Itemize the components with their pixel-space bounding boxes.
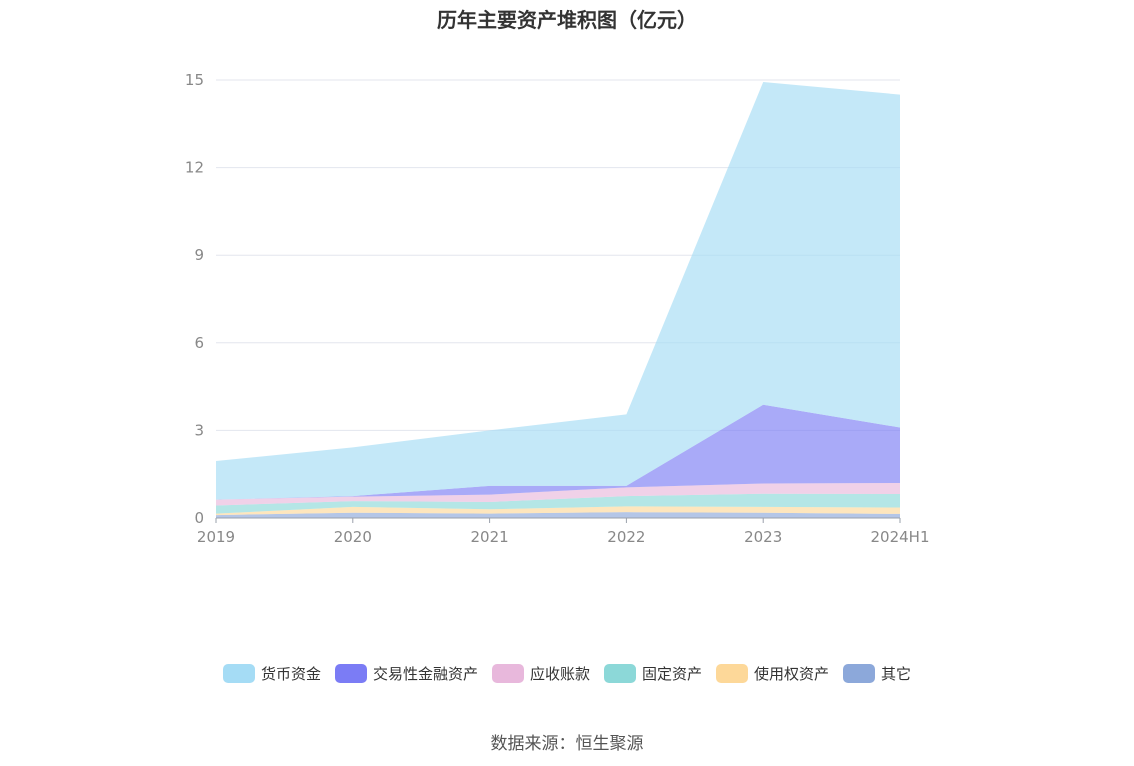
area-应收账款	[216, 482, 900, 506]
area-使用权资产	[216, 506, 900, 516]
legend: 货币资金 交易性金融资产 应收账款 固定资产 使用权资产 其它	[0, 663, 1134, 684]
legend-label: 使用权资产	[754, 665, 830, 683]
area-其它	[216, 512, 900, 518]
x-tick-label: 2021	[471, 528, 509, 546]
area-固定资产	[216, 493, 900, 514]
legend-item-cash[interactable]: 货币资金	[222, 663, 321, 684]
legend-item-fixed-assets[interactable]: 固定资产	[604, 663, 702, 684]
x-tick-label: 2023	[744, 528, 782, 546]
legend-label: 货币资金	[260, 665, 321, 683]
y-tick-label: 12	[185, 159, 204, 177]
axes: 0 3 6 9 12 15 2019 2020 2021 2022 2023 2024H1	[185, 71, 930, 546]
legend-item-trading-assets[interactable]: 交易性金融资产	[334, 663, 478, 684]
legend-item-receivables[interactable]: 应收账款	[491, 663, 590, 684]
area-货币资金	[216, 82, 900, 500]
legend-swatch	[716, 664, 749, 683]
data-source: 数据来源：恒生聚源	[490, 734, 644, 754]
legend-label: 其它	[881, 665, 912, 683]
area-series	[216, 82, 900, 518]
legend-label: 交易性金融资产	[372, 665, 478, 683]
chart-title: 历年主要资产堆积图（亿元）	[437, 8, 697, 32]
legend-swatch	[222, 664, 255, 683]
area-交易性金融资产	[216, 404, 900, 500]
x-tick-label: 2022	[607, 528, 645, 546]
x-tick-label: 2020	[334, 528, 372, 546]
legend-item-other[interactable]: 其它	[843, 663, 911, 684]
legend-swatch	[604, 664, 636, 683]
y-tick-label: 9	[194, 246, 204, 264]
legend-label: 应收账款	[529, 665, 590, 683]
legend-swatch	[843, 664, 876, 683]
legend-item-right-of-use[interactable]: 使用权资产	[716, 663, 829, 684]
y-tick-label: 3	[194, 421, 204, 439]
legend-swatch	[491, 664, 524, 683]
x-tick-label: 2024H1	[871, 528, 930, 546]
y-tick-label: 15	[185, 71, 204, 89]
legend-swatch	[334, 664, 367, 683]
x-tick-label: 2019	[197, 528, 235, 546]
y-tick-label: 0	[194, 509, 204, 527]
y-tick-label: 6	[194, 334, 204, 352]
legend-label: 固定资产	[642, 665, 703, 683]
